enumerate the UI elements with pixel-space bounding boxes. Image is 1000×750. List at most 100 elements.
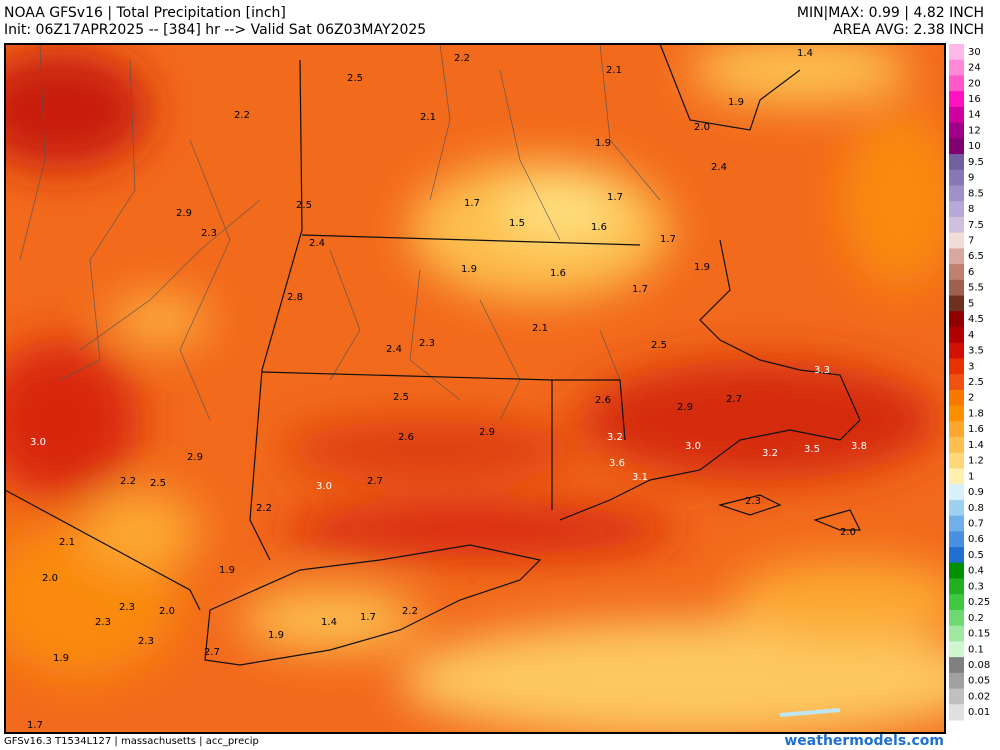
colorbar-label: 6.5 <box>968 251 984 262</box>
colorbar-label: 1 <box>968 471 974 482</box>
map-frame <box>4 43 946 734</box>
colorbar-swatch <box>949 704 964 721</box>
map-value: 1.5 <box>509 218 525 229</box>
map-value: 1.6 <box>550 268 566 279</box>
colorbar-label: 30 <box>968 47 981 58</box>
minmax: MIN|MAX: 0.99 | 4.82 INCH <box>797 5 984 21</box>
map-value: 2.9 <box>677 402 693 413</box>
colorbar-swatch <box>949 169 964 186</box>
colorbar-swatch <box>949 264 964 281</box>
colorbar-swatch <box>949 185 964 202</box>
map-value: 2.3 <box>119 602 135 613</box>
map-value: 2.6 <box>595 395 611 406</box>
colorbar-label: 16 <box>968 94 981 105</box>
map-value: 1.9 <box>694 262 710 273</box>
colorbar-label: 1.6 <box>968 424 984 435</box>
colorbar-label: 1.8 <box>968 408 984 419</box>
colorbar-swatch <box>949 342 964 359</box>
map-value: 1.9 <box>461 264 477 275</box>
colorbar-swatch <box>949 106 964 124</box>
map-value: 2.1 <box>532 323 548 334</box>
colorbar-label: 0.02 <box>968 691 990 702</box>
colorbar-label: 5 <box>968 298 974 309</box>
title: NOAA GFSv16 | Total Precipitation [inch] <box>4 5 286 21</box>
map-value: 1.9 <box>268 630 284 641</box>
map-value: 2.4 <box>386 344 402 355</box>
colorbar-label: 1.4 <box>968 440 984 451</box>
colorbar-label: 3 <box>968 361 974 372</box>
colorbar-swatch <box>949 216 964 234</box>
map-value: 2.5 <box>651 340 667 351</box>
map-value: 1.7 <box>360 612 376 623</box>
map-value: 3.2 <box>607 432 623 443</box>
colorbar-swatch <box>949 122 964 139</box>
colorbar-label: 0.01 <box>968 707 990 718</box>
map-value: 2.7 <box>367 476 383 487</box>
map-value: 2.5 <box>347 73 363 84</box>
colorbar-swatch <box>949 515 964 532</box>
colorbar-swatch <box>949 688 964 705</box>
map-value: 2.3 <box>138 636 154 647</box>
colorbar-swatch <box>949 311 964 328</box>
map-value: 3.5 <box>804 444 820 455</box>
colorbar-swatch <box>949 279 964 297</box>
map-value: 2.8 <box>287 292 303 303</box>
map-value: 2.4 <box>711 162 727 173</box>
map-value: 2.6 <box>398 432 414 443</box>
map-value: 1.9 <box>728 97 744 108</box>
map-value: 2.1 <box>420 112 436 123</box>
map-value: 2.9 <box>176 208 192 219</box>
colorbar-swatch <box>949 468 964 485</box>
colorbar-swatch <box>949 625 964 642</box>
colorbar-swatch <box>949 138 964 155</box>
colorbar-swatch <box>949 609 964 627</box>
colorbar-swatch <box>949 405 964 422</box>
colorbar-swatch <box>949 374 964 391</box>
colorbar-swatch <box>949 232 964 249</box>
colorbar-swatch <box>949 421 964 438</box>
map-value: 2.2 <box>256 503 272 514</box>
colorbar-label: 0.7 <box>968 518 984 529</box>
map-value: 2.3 <box>95 617 111 628</box>
colorbar-label: 0.9 <box>968 487 984 498</box>
colorbar-label: 3.5 <box>968 346 984 357</box>
map-value: 3.8 <box>851 441 867 452</box>
map-value: 3.0 <box>685 441 701 452</box>
map-value: 2.0 <box>840 527 856 538</box>
colorbar-swatch <box>949 578 964 595</box>
map <box>5 44 945 733</box>
colorbar-label: 0.2 <box>968 613 984 624</box>
colorbar-label: 12 <box>968 125 981 136</box>
map-value: 2.5 <box>296 200 312 211</box>
colorbar-swatch <box>949 594 964 611</box>
colorbar-swatch <box>949 295 964 312</box>
colorbar-label: 9.5 <box>968 157 984 168</box>
colorbar-swatch <box>949 389 964 407</box>
colorbar-label: 10 <box>968 141 981 152</box>
map-value: 3.1 <box>632 472 648 483</box>
colorbar-swatch <box>949 75 964 92</box>
colorbar-label: 14 <box>968 110 981 121</box>
colorbar-label: 1.2 <box>968 456 984 467</box>
map-value: 1.9 <box>219 565 235 576</box>
colorbar-label: 0.4 <box>968 566 984 577</box>
colorbar-label: 0.25 <box>968 597 990 608</box>
colorbar-swatch <box>949 452 964 469</box>
map-value: 2.0 <box>42 573 58 584</box>
subtitle: Init: 06Z17APR2025 -- [384] hr --> Valid… <box>4 22 426 38</box>
colorbar-label: 4 <box>968 330 974 341</box>
map-value: 1.6 <box>591 222 607 233</box>
colorbar-swatch <box>949 326 964 344</box>
area-avg: AREA AVG: 2.38 INCH <box>833 22 984 38</box>
map-value: 3.6 <box>609 458 625 469</box>
colorbar-label: 0.3 <box>968 581 984 592</box>
colorbar-label: 20 <box>968 78 981 89</box>
footer-info: GFSv16.3 T1534L127 | massachusetts | acc… <box>4 736 259 747</box>
colorbar-swatch <box>949 641 964 658</box>
colorbar-label: 8 <box>968 204 974 215</box>
map-value: 2.1 <box>606 65 622 76</box>
map-value: 2.3 <box>201 228 217 239</box>
map-value: 2.2 <box>234 110 250 121</box>
map-value: 2.3 <box>745 496 761 507</box>
map-value: 2.2 <box>402 606 418 617</box>
